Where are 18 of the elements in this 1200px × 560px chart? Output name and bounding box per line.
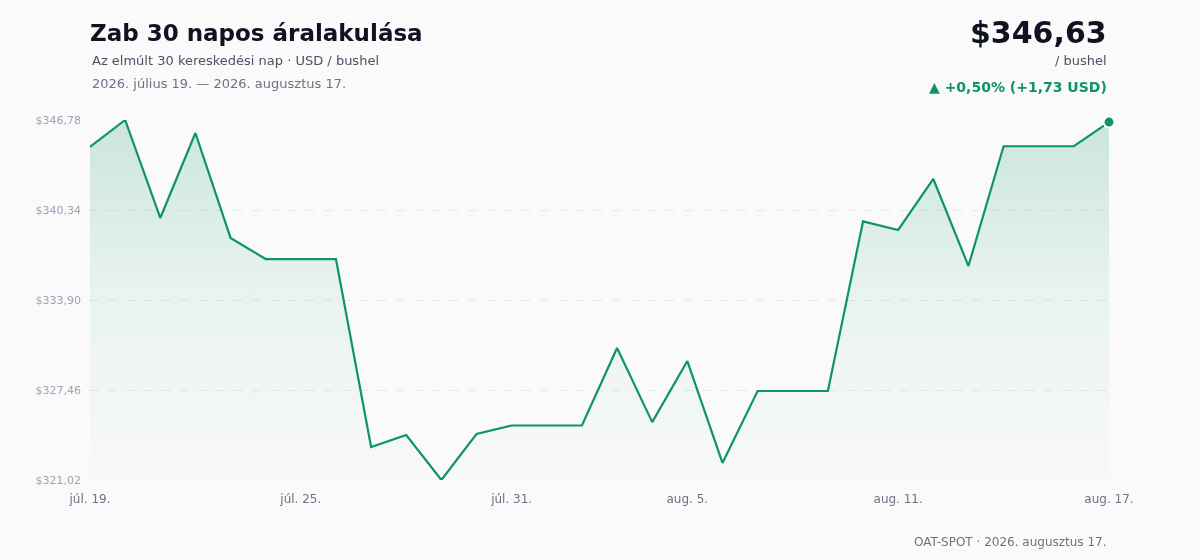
text: 2026. július 19. — 2026. augusztus 17.	[92, 76, 347, 91]
y-tick-label: $346,78	[35, 113, 81, 127]
x-tick-label: júl. 25.	[279, 492, 322, 506]
y-tick-label: $333,90	[35, 293, 81, 307]
chart-title: Zab 30 napos áralakulása	[90, 20, 423, 47]
text: / bushel	[1055, 53, 1107, 68]
text: ▲ +0,50% (+1,73 USD)	[929, 79, 1107, 95]
x-tick-label: aug. 11.	[873, 492, 923, 506]
y-tick-label: $321,02	[35, 473, 81, 487]
text: OAT-SPOT · 2026. augusztus 17.	[914, 535, 1107, 549]
chart-subtitle: Az elmúlt 30 kereskedési nap · USD / bushel	[92, 53, 379, 68]
x-tick-label: júl. 19.	[68, 492, 111, 506]
y-tick-label: $340,34	[35, 203, 81, 217]
x-tick-label: aug. 5.	[666, 492, 709, 506]
text: $346,63	[970, 15, 1107, 50]
x-tick-label: aug. 17.	[1084, 492, 1134, 506]
y-tick-label: $327,46	[35, 383, 81, 397]
x-tick-label: júl. 31.	[490, 492, 533, 506]
